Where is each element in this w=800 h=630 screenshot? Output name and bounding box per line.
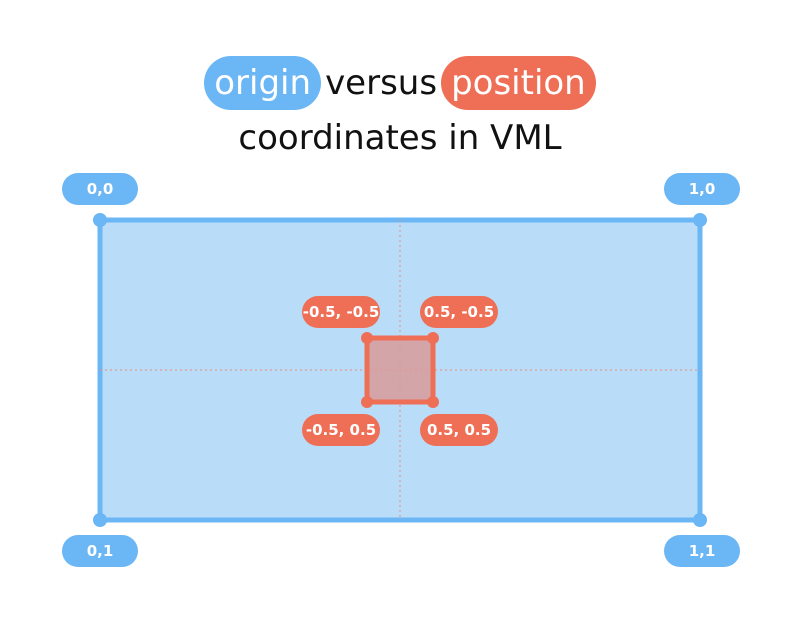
position-corner-dot — [361, 332, 373, 344]
position-box — [364, 335, 436, 405]
position-word: position — [441, 56, 596, 110]
title-line-1: origin versus position — [0, 56, 800, 110]
title-line-2: coordinates in VML — [238, 118, 562, 158]
origin-label-bottom-right: 1,1 — [664, 535, 740, 567]
versus-word: versus — [325, 63, 438, 103]
origin-corner-dot — [93, 513, 107, 527]
origin-corner-dot — [693, 213, 707, 227]
position-label-bottom-left: -0.5, 0.5 — [302, 414, 380, 446]
position-corner-dot — [427, 396, 439, 408]
origin-label-top-right: 1,0 — [664, 173, 740, 205]
position-label-top-right: 0.5, -0.5 — [420, 296, 498, 328]
origin-corner-dot — [93, 213, 107, 227]
position-label-top-left: -0.5, -0.5 — [302, 296, 380, 328]
position-corner-dot — [427, 332, 439, 344]
origin-corner-dot — [693, 513, 707, 527]
origin-label-top-left: 0,0 — [62, 173, 138, 205]
origin-label-bottom-left: 0,1 — [62, 535, 138, 567]
origin-word: origin — [204, 56, 322, 110]
position-label-bottom-right: 0.5, 0.5 — [420, 414, 498, 446]
position-corner-dot — [361, 396, 373, 408]
